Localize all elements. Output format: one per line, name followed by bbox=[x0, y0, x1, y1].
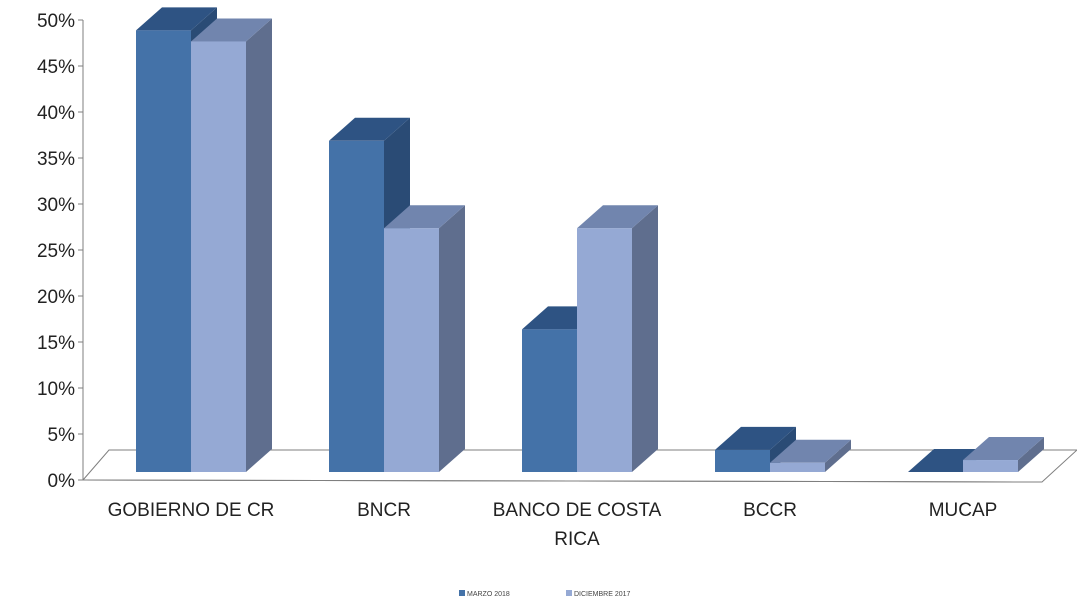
bar-top bbox=[963, 437, 1044, 461]
y-tick-label: 25% bbox=[37, 241, 75, 262]
bar-top bbox=[770, 439, 851, 463]
bar-top bbox=[577, 205, 658, 229]
x-category-label: RICA bbox=[554, 529, 600, 550]
x-axis-line bbox=[82, 479, 1043, 483]
y-tick-label: 50% bbox=[37, 11, 75, 32]
bar-side bbox=[246, 18, 272, 472]
x-category-label: GOBIERNO DE CR bbox=[108, 500, 275, 521]
y-tick-label: 10% bbox=[37, 379, 75, 400]
legend: MARZO 2018 DICIEMBRE 2017 bbox=[459, 590, 631, 598]
x-category-label: MUCAP bbox=[929, 500, 998, 521]
y-tick-label: 40% bbox=[37, 103, 75, 124]
y-tick-label: 35% bbox=[37, 149, 75, 170]
bar-front bbox=[577, 228, 632, 472]
y-axis: 0% 5% 10% 15% 20% 25% 30% 35% 40% 45% 50% bbox=[37, 11, 84, 492]
x-category-label: BNCR bbox=[357, 500, 411, 521]
bar-diciembre-2017 bbox=[384, 205, 465, 472]
y-tick-label: 30% bbox=[37, 195, 75, 216]
bar-diciembre-2017 bbox=[577, 205, 658, 472]
y-tick-label: 20% bbox=[37, 287, 75, 308]
bar-front bbox=[522, 329, 577, 472]
y-tick-label: 5% bbox=[48, 425, 76, 446]
bar-top bbox=[136, 7, 217, 31]
legend-swatch bbox=[459, 590, 465, 596]
bar-front bbox=[136, 30, 191, 473]
bar-top bbox=[715, 426, 796, 450]
bar-side bbox=[439, 205, 465, 472]
bar-front bbox=[770, 462, 825, 472]
bar-top bbox=[329, 117, 410, 141]
bar-diciembre-2017 bbox=[191, 18, 272, 472]
x-axis: GOBIERNO DE CR BNCR BANCO DE COSTA RICA BCCR… bbox=[82, 479, 1043, 550]
y-tick-label: 0% bbox=[48, 471, 76, 492]
bar-diciembre-2017 bbox=[963, 437, 1044, 472]
y-tick-label: 15% bbox=[37, 333, 75, 354]
bar-marzo-2018 bbox=[329, 117, 410, 473]
legend-swatch bbox=[566, 590, 572, 596]
bar-top bbox=[384, 205, 465, 229]
bar-front bbox=[715, 449, 770, 472]
x-category-label: BANCO DE COSTA bbox=[493, 500, 662, 521]
x-category-label: BCCR bbox=[743, 500, 797, 521]
bar-side bbox=[1018, 437, 1044, 472]
y-tick-label: 45% bbox=[37, 57, 75, 78]
bar-front bbox=[191, 41, 246, 472]
bar-front bbox=[329, 140, 384, 473]
bar-front bbox=[384, 228, 439, 472]
bar-side bbox=[825, 439, 851, 472]
bars bbox=[136, 7, 1044, 473]
bar-diciembre-2017 bbox=[770, 439, 851, 472]
legend-label: DICIEMBRE 2017 bbox=[574, 591, 631, 598]
bar-top bbox=[191, 18, 272, 42]
bar-front bbox=[963, 460, 1018, 472]
legend-label: MARZO 2018 bbox=[467, 591, 510, 598]
bar-side bbox=[632, 205, 658, 472]
